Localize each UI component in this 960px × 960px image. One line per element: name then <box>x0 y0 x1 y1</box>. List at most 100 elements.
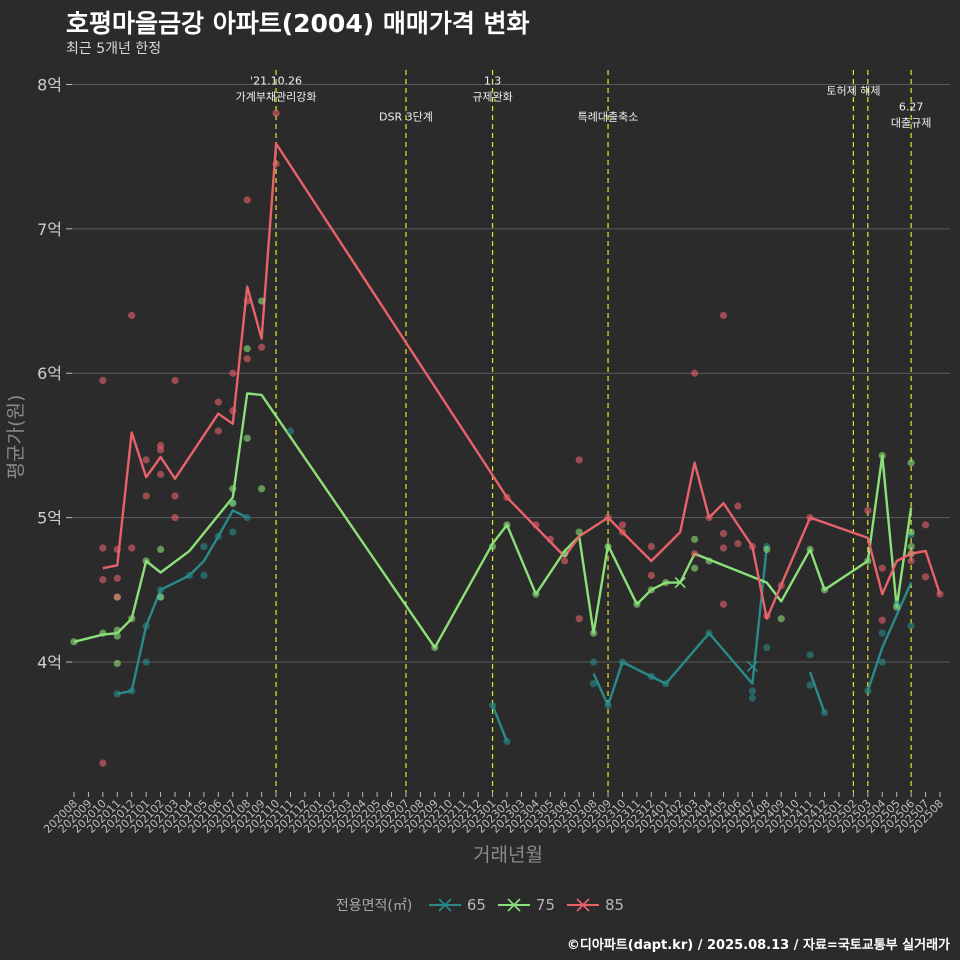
data-point-65 <box>590 680 598 688</box>
data-point-75 <box>258 485 266 493</box>
legend-item: 85 <box>565 895 624 915</box>
data-point-75 <box>113 632 121 640</box>
event-label-line: 규제완화 <box>472 90 512 103</box>
data-point-85 <box>864 506 872 515</box>
data-point-85 <box>705 514 713 522</box>
data-point-85 <box>546 535 554 543</box>
data-point-65 <box>618 658 627 666</box>
data-point-75 <box>142 557 150 565</box>
data-point-75 <box>488 542 497 551</box>
data-point-75 <box>128 615 136 623</box>
data-point-85 <box>719 529 728 538</box>
data-point-65 <box>185 571 194 580</box>
event-label: '21.10.26 가계부채관리강화 <box>236 74 317 103</box>
y-axis-ticks: 4억 5억 6억 7억 8억 <box>37 75 72 672</box>
data-point-65 <box>243 514 251 522</box>
data-point-65 <box>157 586 165 594</box>
data-point-65 <box>488 701 497 709</box>
data-point-65 <box>604 701 612 709</box>
data-point-85 <box>157 470 165 478</box>
legend-item: 75 <box>496 895 555 915</box>
data-point-85 <box>878 564 886 572</box>
data-point-75 <box>575 528 583 536</box>
data-point-75 <box>662 579 670 587</box>
data-point-65 <box>503 737 511 746</box>
data-point-65 <box>647 672 655 681</box>
data-point-65 <box>229 528 237 536</box>
series-line-85 <box>102 142 942 620</box>
data-point-75 <box>229 485 237 493</box>
data-point-85 <box>878 616 886 624</box>
y-tick-label: 4억 <box>37 653 62 672</box>
y-tick-label: 8억 <box>37 75 62 94</box>
data-point-75 <box>907 542 915 551</box>
data-point-85 <box>214 427 222 435</box>
data-point-85 <box>171 376 179 385</box>
data-point-75 <box>633 600 641 608</box>
data-point-75 <box>157 593 165 601</box>
data-point-85 <box>128 544 136 552</box>
data-point-75 <box>691 564 699 572</box>
data-point-85 <box>272 160 280 168</box>
data-point-85 <box>734 540 742 548</box>
data-point-85 <box>907 557 915 565</box>
data-point-75 <box>691 535 699 543</box>
data-point-75 <box>647 586 655 594</box>
event-label: 특례대출축소 <box>578 111 639 124</box>
data-point-75 <box>532 590 540 598</box>
data-point-75 <box>820 586 829 594</box>
data-point-85 <box>734 502 742 510</box>
data-point-65 <box>662 680 670 688</box>
data-point-65 <box>705 629 713 637</box>
data-point-85 <box>691 550 699 558</box>
data-point-85 <box>618 528 627 536</box>
data-point-85 <box>142 456 150 464</box>
data-point-65 <box>142 658 150 666</box>
data-point-75 <box>864 557 872 565</box>
data-point-85 <box>243 297 251 305</box>
data-point-85 <box>532 521 540 529</box>
source-caption: ©디아파트(dapt.kr) / 2025.08.13 / 자료=국토교통부 실… <box>566 938 950 953</box>
event-label: 토허제 해제 <box>826 84 880 98</box>
y-axis-label: 평균가(원) <box>5 395 27 480</box>
data-point-85 <box>763 612 771 620</box>
data-point-85 <box>806 514 814 522</box>
data-point-85 <box>99 544 107 552</box>
data-point-85 <box>921 573 930 581</box>
data-point-65 <box>200 542 208 551</box>
data-point-85 <box>99 576 107 584</box>
legend-key-icon <box>497 898 530 912</box>
data-point-75 <box>229 499 237 507</box>
data-point-85 <box>157 446 165 454</box>
event-label-line: 6.27 <box>899 100 924 113</box>
data-point-65 <box>864 687 872 695</box>
data-point-75 <box>763 545 771 554</box>
data-point-65 <box>200 571 208 580</box>
data-point-65 <box>128 687 136 695</box>
data-point-75 <box>113 659 121 668</box>
data-point-85 <box>719 600 728 608</box>
y-tick-label: 7억 <box>37 220 62 239</box>
data-point-75 <box>705 557 713 565</box>
data-point-75 <box>431 644 439 652</box>
data-point-85 <box>243 355 251 363</box>
data-point-85 <box>575 615 583 623</box>
series-line-65 <box>866 582 913 692</box>
data-point-85 <box>936 590 944 598</box>
data-point-65 <box>820 708 829 717</box>
data-point-75 <box>113 626 121 634</box>
data-point-85 <box>113 545 121 554</box>
data-point-85 <box>719 544 728 552</box>
data-point-65 <box>878 629 886 637</box>
data-point-85 <box>99 376 107 385</box>
event-label: 6.27 대출규제 <box>891 100 931 129</box>
data-point-75 <box>503 521 511 529</box>
series-line-65 <box>491 704 509 742</box>
data-point-85 <box>243 196 251 204</box>
data-point-65 <box>763 644 771 652</box>
data-point-75 <box>258 297 266 305</box>
data-point-65 <box>590 658 598 666</box>
data-point-75 <box>590 629 598 637</box>
